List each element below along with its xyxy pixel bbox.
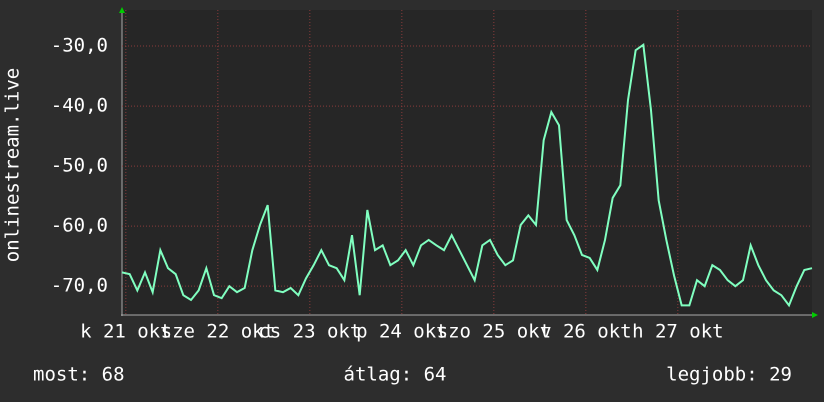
x-tick-label: p 24 okt [356,321,448,343]
x-tick-label: sze 22 okt [161,321,275,343]
footer-stat: most: 68 [33,364,125,386]
y-axis-label: onlinestream.live [2,68,24,262]
x-tick-label: szo 25 okt [437,321,551,343]
plot-area [122,10,812,315]
footer-stat: átlag: 64 [344,364,447,386]
axis-arrow [119,7,125,13]
axis-arrow [812,312,818,318]
y-tick-label: -70,0 [51,275,108,297]
footer-stat: legjobb: 29 [666,364,792,386]
y-tick-label: -60,0 [51,215,108,237]
x-tick-label: k 21 okt [80,321,172,343]
data-line [121,43,813,308]
y-tick-label: -40,0 [51,95,108,117]
y-tick-label: -30,0 [51,35,108,57]
x-tick-label: cs 23 okt [258,321,361,343]
y-tick-label: -50,0 [51,155,108,177]
x-tick-label: v 26 okt [540,321,632,343]
x-tick-label: h 27 okt [632,321,724,343]
